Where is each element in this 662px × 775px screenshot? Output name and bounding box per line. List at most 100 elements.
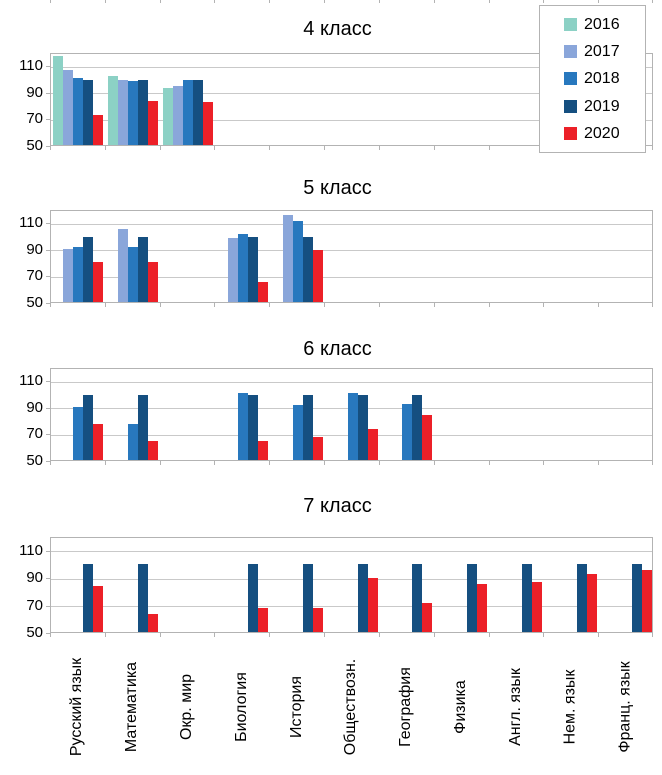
clipped-top-tick bbox=[214, 0, 215, 3]
x-tick-mark bbox=[434, 461, 435, 465]
legend-item-label: 2017 bbox=[584, 43, 620, 61]
bar bbox=[521, 564, 532, 632]
y-tick-mark bbox=[46, 381, 50, 382]
x-category-label-text: Обществозн. bbox=[342, 658, 360, 756]
x-category-label-text: История bbox=[287, 675, 305, 739]
y-tick-label-90: 90 bbox=[26, 240, 43, 258]
clipped-top-tick bbox=[489, 0, 490, 3]
bar bbox=[367, 429, 378, 460]
y-tick-mark bbox=[46, 606, 50, 607]
y-tick-label-110: 110 bbox=[19, 214, 43, 232]
x-tick-mark bbox=[379, 461, 380, 465]
gridline-110 bbox=[51, 551, 652, 553]
x-category-label: Физика bbox=[434, 639, 489, 775]
bar bbox=[183, 79, 194, 145]
legend-swatch-2016 bbox=[564, 18, 577, 32]
bar bbox=[237, 233, 248, 302]
x-tick-mark bbox=[489, 461, 490, 465]
gridline-70 bbox=[51, 276, 652, 278]
x-category-label-text: Русский язык bbox=[68, 657, 86, 757]
y-tick-label-110: 110 bbox=[19, 57, 43, 75]
bar bbox=[73, 247, 84, 302]
x-category-label: Франц. язык bbox=[598, 639, 653, 775]
x-tick-mark bbox=[214, 461, 215, 465]
x-tick-mark bbox=[160, 303, 161, 307]
y-tick-label-70: 70 bbox=[26, 267, 43, 285]
bar bbox=[83, 394, 94, 460]
bar bbox=[292, 405, 303, 460]
y-tick-mark bbox=[46, 461, 50, 462]
y-tick-mark bbox=[46, 146, 50, 147]
legend-swatch-2017 bbox=[564, 45, 577, 59]
bar bbox=[73, 406, 84, 460]
bar bbox=[93, 423, 104, 460]
y-tick-mark bbox=[46, 119, 50, 120]
x-tick-mark bbox=[379, 633, 380, 637]
x-category-label: Русский язык bbox=[50, 639, 105, 775]
clipped-top-tick bbox=[50, 0, 51, 3]
bar bbox=[257, 608, 268, 632]
x-tick-mark bbox=[434, 303, 435, 307]
legend-swatch-2018 bbox=[564, 72, 577, 86]
x-category-label: Нем. язык bbox=[543, 639, 598, 775]
clipped-top-tick bbox=[598, 0, 599, 3]
x-category-label: Англ. язык bbox=[489, 639, 544, 775]
bar bbox=[531, 582, 542, 632]
bar bbox=[53, 55, 64, 145]
x-tick-mark bbox=[105, 303, 106, 307]
y-tick-label-90: 90 bbox=[26, 398, 43, 416]
x-tick-mark bbox=[50, 146, 51, 150]
legend-item-label: 2016 bbox=[584, 16, 620, 34]
legend-swatch-2019 bbox=[564, 99, 577, 113]
bar bbox=[138, 564, 149, 632]
x-tick-mark bbox=[379, 146, 380, 150]
bar bbox=[292, 220, 303, 302]
x-tick-mark bbox=[324, 461, 325, 465]
bar bbox=[312, 437, 323, 460]
y-tick-mark bbox=[46, 303, 50, 304]
plot-area-grade-6 bbox=[50, 368, 653, 461]
x-tick-mark bbox=[652, 303, 653, 307]
x-tick-mark bbox=[105, 461, 106, 465]
y-tick-mark bbox=[46, 633, 50, 634]
bar bbox=[302, 394, 313, 460]
x-category-label: Окр. мир bbox=[160, 639, 215, 775]
plot-area-grade-5 bbox=[50, 210, 653, 303]
bar bbox=[412, 394, 423, 460]
x-tick-mark bbox=[598, 303, 599, 307]
y-tick-label-50: 50 bbox=[26, 452, 43, 469]
bar bbox=[347, 393, 358, 460]
bar bbox=[402, 403, 413, 460]
x-category-label: Биология bbox=[214, 639, 269, 775]
x-category-label-text: Англ. язык bbox=[506, 668, 524, 746]
gridline-90 bbox=[51, 93, 652, 95]
x-tick-mark bbox=[105, 633, 106, 637]
x-tick-mark bbox=[379, 303, 380, 307]
bar bbox=[367, 578, 378, 632]
bar bbox=[586, 574, 597, 632]
x-tick-mark bbox=[543, 461, 544, 465]
legend-item-label: 2019 bbox=[584, 97, 620, 115]
y-tick-mark bbox=[46, 66, 50, 67]
y-tick-label-70: 70 bbox=[26, 596, 43, 614]
x-tick-mark bbox=[50, 461, 51, 465]
chart-title-grade-7: 7 класс bbox=[303, 495, 372, 517]
bar bbox=[173, 86, 184, 145]
bar bbox=[118, 79, 129, 145]
plot-area-grade-7 bbox=[50, 537, 653, 633]
x-tick-mark bbox=[543, 633, 544, 637]
x-tick-mark bbox=[598, 461, 599, 465]
bar bbox=[148, 261, 159, 302]
clipped-top-tick bbox=[105, 0, 106, 3]
y-tick-label-90: 90 bbox=[26, 569, 43, 587]
bar bbox=[138, 236, 149, 302]
bar bbox=[237, 393, 248, 460]
x-category-label-text: Франц. язык bbox=[616, 661, 634, 753]
legend-item: 2017 bbox=[564, 43, 641, 60]
bar bbox=[83, 236, 94, 302]
clipped-top-tick bbox=[160, 0, 161, 3]
clipped-top-tick bbox=[324, 0, 325, 3]
gridline-110 bbox=[51, 66, 652, 68]
